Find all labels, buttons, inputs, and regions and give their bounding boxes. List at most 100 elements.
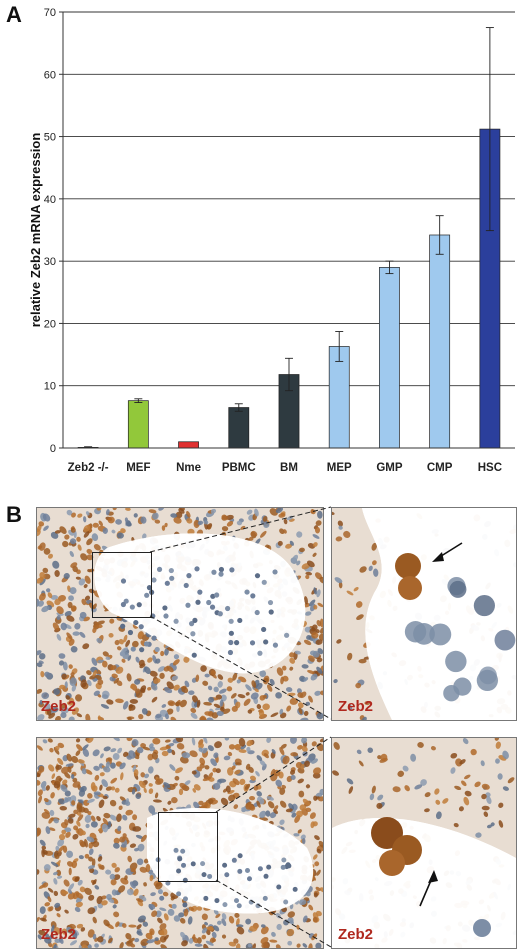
cell-nucleus — [73, 530, 77, 539]
cell-nucleus — [64, 772, 71, 779]
cell-nucleus — [49, 809, 55, 817]
cell-nucleus — [88, 894, 95, 901]
cell-nucleus — [463, 796, 470, 806]
free-cell — [234, 898, 240, 904]
cell-nucleus — [124, 517, 129, 523]
cell-nucleus — [114, 639, 120, 646]
cell-nucleus — [152, 738, 161, 745]
cell-nucleus — [502, 750, 509, 760]
cell-nucleus — [94, 774, 100, 781]
free-cell — [176, 891, 182, 897]
cell-nucleus — [135, 656, 140, 663]
cell-nucleus — [138, 713, 144, 720]
cell-nucleus — [50, 924, 55, 934]
y-tick-label: 60 — [44, 69, 56, 81]
free-cell — [413, 623, 435, 645]
cell-nucleus — [60, 784, 68, 793]
cell-nucleus — [58, 834, 66, 841]
cell-nucleus — [88, 588, 95, 594]
cell-nucleus — [179, 782, 188, 790]
cell-nucleus — [417, 742, 424, 748]
cell-nucleus — [211, 931, 217, 939]
cell-nucleus — [50, 792, 55, 799]
cell-nucleus — [161, 750, 169, 757]
cell-nucleus — [37, 772, 41, 778]
free-cell — [194, 566, 200, 572]
cell-nucleus — [57, 757, 64, 765]
cell-nucleus — [208, 798, 214, 804]
cell-nucleus — [66, 509, 73, 516]
cell-nucleus — [192, 788, 197, 793]
cell-nucleus — [103, 766, 111, 773]
cell-nucleus — [84, 595, 91, 601]
cell-nucleus — [51, 773, 56, 779]
free-cell — [173, 847, 179, 853]
free-cell — [292, 886, 298, 892]
cell-nucleus — [92, 749, 100, 757]
cell-nucleus — [115, 666, 124, 674]
cell-nucleus — [486, 824, 492, 829]
free-cell — [136, 602, 142, 608]
cell-nucleus — [61, 928, 68, 935]
cell-nucleus — [292, 554, 299, 562]
cell-nucleus — [430, 746, 436, 751]
cell-nucleus — [127, 855, 132, 863]
cell-nucleus — [66, 701, 74, 706]
cell-nucleus — [193, 784, 201, 791]
cell-nucleus — [159, 907, 167, 912]
cell-nucleus — [113, 874, 121, 881]
cell-nucleus — [53, 890, 59, 897]
cell-nucleus — [209, 937, 216, 944]
cell-nucleus — [125, 639, 131, 648]
cell-nucleus — [361, 716, 367, 720]
cell-nucleus — [96, 815, 101, 822]
free-cell — [163, 613, 169, 619]
cell-nucleus — [53, 688, 60, 695]
cell-nucleus — [131, 788, 136, 795]
cell-nucleus — [105, 509, 110, 516]
free-cell — [218, 571, 224, 577]
free-cell — [263, 873, 269, 879]
cell-nucleus — [100, 753, 104, 759]
cell-nucleus — [86, 670, 92, 676]
free-cell — [120, 578, 127, 584]
free-cell — [151, 577, 157, 583]
cell-nucleus — [80, 553, 88, 561]
cell-nucleus — [61, 673, 67, 680]
cell-nucleus — [143, 882, 147, 887]
cell-nucleus — [181, 752, 191, 759]
cell-nucleus — [129, 881, 136, 889]
cell-nucleus — [135, 898, 144, 903]
cell-nucleus — [80, 927, 86, 932]
cell-nucleus — [147, 766, 154, 774]
cell-nucleus — [70, 605, 77, 612]
cell-nucleus — [126, 673, 132, 682]
free-cell — [143, 641, 150, 647]
cell-nucleus — [167, 748, 173, 754]
free-cell — [176, 868, 182, 874]
cell-nucleus — [69, 551, 74, 558]
free-cell — [180, 848, 186, 854]
cell-nucleus — [42, 739, 48, 744]
cell-nucleus — [93, 765, 100, 771]
cell-nucleus — [174, 775, 180, 781]
cell-nucleus — [66, 632, 73, 640]
cell-nucleus — [59, 805, 67, 811]
cell-nucleus — [102, 660, 108, 668]
cell-nucleus — [175, 738, 184, 743]
cell-nucleus — [404, 785, 410, 792]
cell-nucleus — [189, 750, 198, 758]
cell-nucleus — [125, 508, 131, 511]
free-cell — [207, 873, 213, 879]
cell-nucleus — [78, 855, 84, 860]
cell-nucleus — [310, 821, 315, 829]
cell-nucleus — [117, 825, 122, 832]
cell-nucleus — [346, 590, 354, 596]
cell-nucleus — [126, 738, 133, 742]
cell-nucleus — [48, 817, 54, 824]
cell-nucleus — [83, 531, 90, 538]
cell-nucleus — [308, 599, 316, 607]
cell-nucleus — [380, 753, 388, 762]
cell-nucleus — [334, 577, 343, 584]
free-cell — [248, 899, 254, 905]
